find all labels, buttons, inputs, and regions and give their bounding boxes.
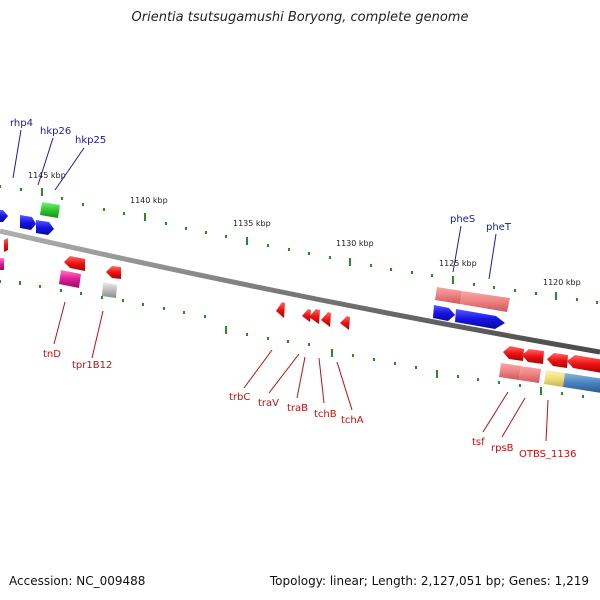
gene-arrow-reverse[interactable] <box>106 266 121 279</box>
gene-arrow-forward[interactable] <box>433 305 455 321</box>
gene-arrow-reverse[interactable] <box>59 270 81 288</box>
gene-label-trbC: trbC <box>229 392 250 403</box>
gene-label-tnD: tnD <box>43 349 61 360</box>
gene-arrow-reverse[interactable] <box>519 366 541 383</box>
forward-genes <box>0 202 510 329</box>
genome-title: Orientia tsutsugamushi Boryong, complete… <box>131 10 469 25</box>
gene-arrow-reverse[interactable] <box>321 312 331 327</box>
gene-arrow-forward[interactable] <box>0 210 8 222</box>
gene-arrow-reverse[interactable] <box>302 309 311 322</box>
bottom-label-leaders <box>53 301 549 442</box>
gene-label-traV: traV <box>258 398 279 409</box>
gene-arrow-reverse[interactable] <box>567 355 600 373</box>
accession-text: Accession: NC_009488 <box>9 574 146 588</box>
gene-label-tchA: tchA <box>341 415 364 426</box>
gene-label-tchB: tchB <box>314 409 337 420</box>
gene-arrow-forward[interactable] <box>20 215 36 230</box>
gene-label-tsf: tsf <box>472 437 485 448</box>
scale-label-1125: 1125 kbp <box>439 259 477 268</box>
gene-arrow-reverse[interactable] <box>503 346 524 361</box>
gene-arrow-reverse[interactable] <box>522 349 544 364</box>
gene-label-traB: traB <box>287 403 308 414</box>
top-label-leaders <box>12 129 497 280</box>
gene-arrow-reverse[interactable] <box>547 353 568 368</box>
gene-label-OTBS_1136: OTBS_1136 <box>519 449 576 460</box>
scale-label-1135: 1135 kbp <box>233 219 271 228</box>
gene-arrow-reverse[interactable] <box>64 256 85 271</box>
gene-arrow-reverse[interactable] <box>0 258 4 270</box>
gene-arrow-reverse[interactable] <box>499 363 521 380</box>
gene-label-rhp4: rhp4 <box>10 118 33 129</box>
gene-label-tpr1B12: tpr1B12 <box>72 360 112 371</box>
gene-arrow-forward[interactable] <box>435 287 462 304</box>
gene-arrow-forward[interactable] <box>36 220 54 235</box>
lower-scale-ticks <box>0 280 584 398</box>
gene-label-pheT: pheT <box>486 222 512 233</box>
gene-arrow-reverse[interactable] <box>340 316 350 330</box>
genome-backbone <box>0 228 600 355</box>
scale-label-1120: 1120 kbp <box>543 278 581 287</box>
gene-label-hkp25: hkp25 <box>75 135 106 146</box>
gene-arrow-forward[interactable] <box>460 291 510 312</box>
gene-label-rpsB: rpsB <box>491 443 514 454</box>
upper-scale-ticks <box>0 185 598 304</box>
reverse-genes <box>0 238 600 393</box>
gene-arrow-forward[interactable] <box>40 202 60 218</box>
gene-arrow-reverse[interactable] <box>4 238 8 252</box>
gene-arrow-reverse[interactable] <box>276 302 285 318</box>
gene-arrow-forward[interactable] <box>455 309 505 329</box>
gene-arrow-reverse[interactable] <box>309 309 320 324</box>
gene-arrow-reverse[interactable] <box>102 282 117 298</box>
scale-label-1145: 1145 kbp <box>28 171 66 180</box>
gene-label-pheS: pheS <box>450 214 475 225</box>
gene-arrow-reverse[interactable] <box>544 370 565 387</box>
gene-arrow-reverse[interactable] <box>563 373 600 393</box>
scale-label-1140: 1140 kbp <box>130 196 168 205</box>
scale-label-1130: 1130 kbp <box>336 239 374 248</box>
topology-text: Topology: linear; Length: 2,127,051 bp; … <box>269 574 589 588</box>
gene-label-hkp26: hkp26 <box>40 126 71 137</box>
